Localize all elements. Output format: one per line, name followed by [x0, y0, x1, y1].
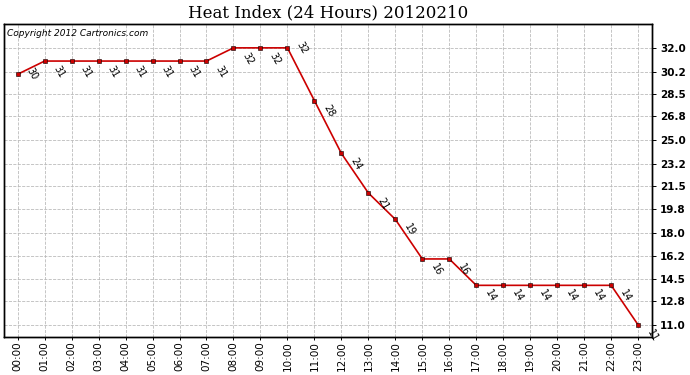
Text: 31: 31	[79, 64, 93, 80]
Title: Heat Index (24 Hours) 20120210: Heat Index (24 Hours) 20120210	[188, 4, 468, 21]
Text: 31: 31	[159, 64, 175, 80]
Text: 31: 31	[213, 64, 228, 80]
Text: 30: 30	[25, 66, 39, 81]
Text: 16: 16	[456, 262, 471, 278]
Text: 14: 14	[618, 288, 633, 304]
Text: 14: 14	[564, 288, 579, 304]
Text: 24: 24	[348, 156, 363, 172]
Text: 14: 14	[510, 288, 525, 304]
Text: 32: 32	[240, 51, 255, 66]
Text: 31: 31	[52, 64, 66, 80]
Text: 28: 28	[322, 104, 336, 119]
Text: 31: 31	[132, 64, 147, 80]
Text: 14: 14	[591, 288, 606, 304]
Text: Copyright 2012 Cartronics.com: Copyright 2012 Cartronics.com	[8, 29, 148, 38]
Text: 31: 31	[186, 64, 201, 80]
Text: 16: 16	[429, 262, 444, 278]
Text: 32: 32	[268, 51, 282, 66]
Text: 21: 21	[375, 196, 390, 211]
Text: 14: 14	[483, 288, 498, 304]
Text: 32: 32	[295, 39, 309, 55]
Text: 19: 19	[402, 222, 417, 238]
Text: 14: 14	[538, 288, 552, 304]
Text: 31: 31	[106, 64, 120, 80]
Text: 11: 11	[645, 328, 660, 343]
